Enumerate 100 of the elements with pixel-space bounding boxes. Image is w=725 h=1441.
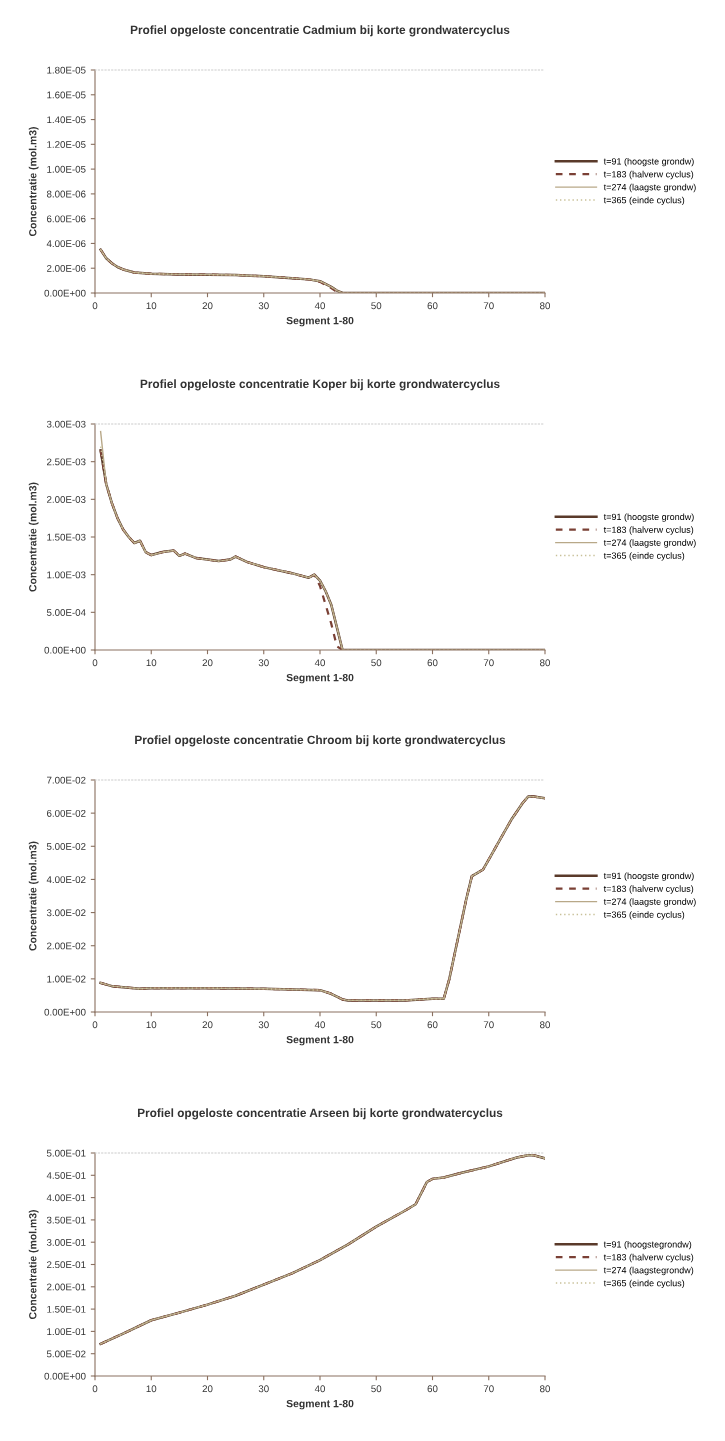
y-tick-label: 1.00E-05: [47, 165, 86, 173]
x-tick-label: 70: [483, 1021, 494, 1029]
legend-label: t=183 (halverw cyclus): [603, 885, 694, 894]
x-tick-label: 30: [258, 659, 269, 667]
y-tick-label: 4.00E-02: [46, 876, 86, 884]
legend-label: t=183 (halverw cyclus): [603, 170, 694, 180]
y-tick-label: 2.50E-01: [47, 1261, 86, 1269]
legend-label: t=365 (einde cyclus): [603, 911, 685, 920]
y-axis-title: Concentratie (mol.m3): [28, 482, 39, 592]
x-tick-label: 30: [258, 302, 269, 310]
y-axis-title: Concentratie (mol.m3): [28, 1210, 39, 1320]
legend-label: t=91 (hoogste grondw): [603, 872, 694, 881]
x-tick-label: 20: [202, 1385, 213, 1393]
chart-title: Profiel opgeloste concentratie Cadmium bij korte grondwatercyclus: [130, 25, 510, 37]
chart-title: Profiel opgeloste concentratie Arseen bij korte grondwatercyclus: [137, 1108, 503, 1120]
y-tick-label: 3.00E-02: [46, 909, 86, 917]
legend-label: t=365 (einde cyclus): [603, 1279, 685, 1289]
y-tick-label: 4.50E-01: [46, 1172, 86, 1179]
legend-label: t=274 (laagste grondw): [603, 898, 696, 907]
x-tick-label: 50: [371, 1385, 382, 1393]
y-tick-label: 0.00E+00: [44, 646, 86, 654]
legend-label: t=274 (laagste grondw): [603, 183, 696, 193]
legend-label: t=365 (einde cyclus): [603, 552, 685, 561]
y-tick-label: 1.50E-03: [47, 533, 86, 541]
y-tick-label: 5.00E-01: [46, 1149, 86, 1157]
y-tick-label: 1.40E-05: [47, 116, 86, 124]
y-tick-label: 4.00E-01: [46, 1194, 86, 1202]
legend-label: t=91 (hoogste grondw): [603, 513, 694, 522]
y-tick-label: 4.00E-06: [46, 240, 86, 248]
x-tick-label: 10: [146, 302, 157, 310]
legend-label: t=274 (laagstegrondw): [603, 1266, 694, 1276]
y-axis-title: Concentratie (mol.m3): [28, 127, 39, 237]
x-tick-label: 10: [146, 659, 157, 667]
y-tick-label: 0.00E+00: [44, 1008, 86, 1016]
x-tick-label: 40: [314, 659, 326, 667]
x-tick-label: 60: [427, 659, 438, 667]
y-tick-label: 1.00E-01: [47, 1328, 86, 1336]
y-tick-label: 3.00E-03: [46, 420, 86, 428]
x-tick-label: 40: [314, 302, 326, 310]
y-tick-label: 5.00E-04: [46, 609, 86, 616]
x-tick-label: 0: [92, 1021, 98, 1029]
x-tick-label: 50: [371, 302, 382, 310]
legend-label: t=274 (laagste grondw): [603, 539, 696, 548]
x-tick-label: 80: [540, 1385, 551, 1393]
y-tick-label: 5.00E-02: [46, 1350, 86, 1358]
y-tick-label: 2.00E-06: [47, 264, 86, 272]
y-tick-label: 7.00E-02: [47, 776, 86, 784]
legend-label: t=365 (einde cyclus): [603, 196, 685, 206]
legend-label: t=91 (hoogstegrondw): [603, 1240, 692, 1250]
x-tick-label: 80: [540, 1021, 551, 1029]
x-tick-label: 60: [427, 302, 438, 310]
y-tick-label: 6.00E-06: [47, 215, 86, 223]
y-tick-label: 1.00E-02: [47, 975, 86, 983]
y-tick-label: 0.00E+00: [44, 1372, 86, 1380]
x-axis-title: Segment 1-80: [286, 1399, 354, 1410]
x-tick-label: 40: [314, 1385, 326, 1393]
x-tick-label: 80: [540, 659, 551, 667]
x-axis-title: Segment 1-80: [286, 1035, 354, 1046]
y-tick-label: 2.00E-02: [47, 942, 86, 950]
x-tick-label: 0: [92, 302, 98, 310]
x-tick-label: 20: [202, 1021, 213, 1029]
x-tick-label: 0: [92, 1385, 98, 1393]
y-tick-label: 5.00E-02: [46, 843, 86, 850]
x-axis-title: Segment 1-80: [286, 316, 354, 327]
y-tick-label: 1.60E-05: [47, 91, 86, 99]
y-tick-label: 6.00E-02: [47, 809, 86, 817]
x-tick-label: 80: [540, 302, 551, 310]
y-tick-label: 2.50E-03: [47, 458, 86, 466]
x-tick-label: 40: [314, 1021, 326, 1029]
x-tick-label: 60: [427, 1385, 438, 1393]
y-tick-label: 1.80E-05: [47, 66, 86, 74]
chart-title: Profiel opgeloste concentratie Koper bij korte grondwatercyclus: [140, 379, 500, 391]
legend-label: t=91 (hoogste grondw): [603, 157, 694, 167]
x-tick-label: 70: [483, 1385, 494, 1393]
x-tick-label: 60: [427, 1021, 438, 1029]
y-tick-label: 2.00E-03: [47, 496, 86, 503]
legend-label: t=183 (halverw cyclus): [603, 1253, 694, 1263]
y-tick-label: 8.00E-06: [46, 190, 86, 198]
y-tick-label: 3.00E-01: [46, 1238, 86, 1246]
y-tick-label: 2.00E-01: [47, 1283, 86, 1291]
x-tick-label: 70: [483, 659, 494, 667]
x-axis-title: Segment 1-80: [286, 673, 354, 684]
x-tick-label: 50: [371, 659, 382, 667]
x-tick-label: 20: [202, 659, 213, 667]
y-tick-label: 1.50E-01: [47, 1305, 86, 1313]
x-tick-label: 0: [92, 659, 98, 667]
y-tick-label: 0.00E+00: [44, 289, 86, 297]
y-tick-label: 1.20E-05: [47, 141, 86, 148]
legend-label: t=183 (halverw cyclus): [603, 526, 694, 535]
x-tick-label: 10: [146, 1021, 157, 1029]
x-tick-label: 20: [202, 302, 213, 310]
x-tick-label: 10: [146, 1385, 157, 1393]
y-axis-title: Concentratie (mol.m3): [28, 841, 39, 951]
x-tick-label: 70: [483, 302, 494, 310]
y-tick-label: 1.00E-03: [47, 571, 86, 579]
y-tick-label: 3.50E-01: [46, 1216, 86, 1224]
x-tick-label: 30: [258, 1021, 269, 1029]
x-tick-label: 50: [371, 1021, 382, 1029]
chart-title: Profiel opgeloste concentratie Chroom bij korte grondwatercyclus: [135, 735, 506, 747]
x-tick-label: 30: [258, 1385, 269, 1393]
